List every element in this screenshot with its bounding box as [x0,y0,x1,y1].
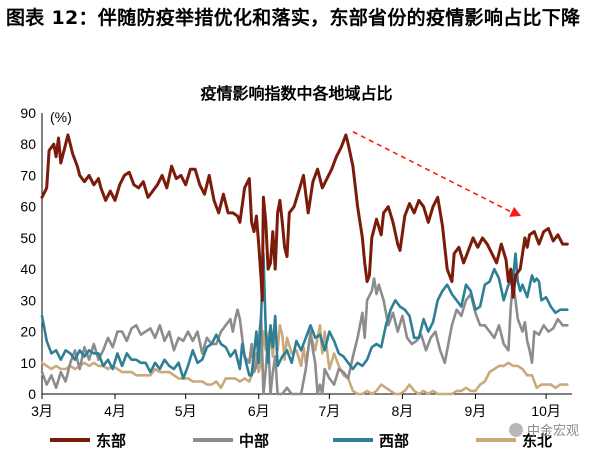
chart-title: 疫情影响指数中各地域占比 [200,84,393,103]
y-tick-label: 70 [20,167,36,183]
legend-swatch-west [333,438,373,442]
legend-swatch-central [193,438,233,442]
x-tick-label: 8月 [392,403,414,419]
legend-item-northeast: 东北 [476,428,552,452]
legend-label-northeast: 东北 [522,431,553,450]
legend-item-west: 西部 [333,428,409,452]
x-tick-label: 4月 [104,403,126,419]
watermark-text: 中金宏观 [526,424,579,439]
figure-title: 图表 12：伴随防疫举措优化和落实，东部省份的疫情影响占比下降 [6,7,581,29]
trend-arrow [352,131,522,217]
y-tick-label: 90 [20,105,36,121]
x-tick-label: 3月 [31,403,53,419]
y-tick-label: 20 [20,324,36,340]
x-tick-label: 5月 [175,403,197,419]
y-tick-label: 50 [20,230,36,246]
y-tick-label: 10 [20,355,36,371]
y-tick-label: 40 [20,261,36,277]
wechat-icon [508,422,523,437]
legend-label-west: 西部 [379,431,410,450]
y-tick-label: 60 [20,199,36,215]
series-line-east [40,133,569,302]
trend-arrow-line [352,131,514,214]
legend-label-east: 东部 [96,431,127,450]
legend-swatch-northeast [476,438,516,442]
x-tick-label: 7月 [318,403,340,419]
legend-item-central: 中部 [193,428,269,452]
legend-label-central: 中部 [239,431,270,450]
series-layer [40,131,569,396]
trend-arrow-head [509,206,522,217]
x-tick-label: 6月 [248,403,270,419]
y-axis: 0 10 20 30 40 50 60 70 80 90 [20,105,43,402]
watermark: 中金宏观 [508,420,579,439]
series-line-west [40,252,569,380]
y-tick-label: 30 [20,292,36,308]
x-axis: 3月 4月 5月 6月 7月 8月 9月 10月 [31,393,572,419]
y-tick-label: 0 [28,386,36,402]
y-tick-label: 80 [20,136,36,152]
legend-swatch-east [50,438,90,442]
x-tick-label: 9月 [465,403,487,419]
x-tick-label: 10月 [531,403,561,419]
legend: 东部 中部 西部 东北 [0,428,593,452]
series-line-central [40,277,569,396]
legend-item-east: 东部 [50,428,126,452]
y-axis-label: (%) [50,109,72,125]
